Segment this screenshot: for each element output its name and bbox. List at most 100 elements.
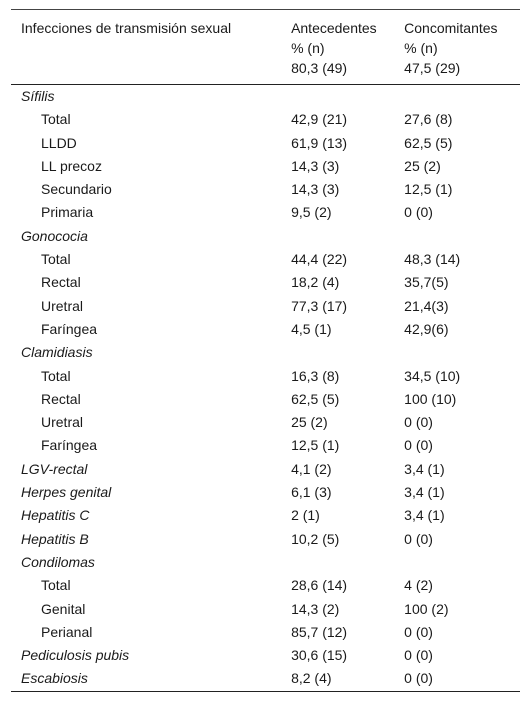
header-concomitantes-total: 47,5 (29) — [404, 60, 461, 76]
row-label: Rectal — [41, 390, 81, 407]
header-antecedentes-total: 80,3 (49) — [291, 60, 348, 76]
row-label: Gonococia — [21, 227, 88, 244]
table-row: Primaria 9,5 (2) 0 (0) — [11, 201, 520, 224]
table-row: Genital 14,3 (2) 100 (2) — [11, 598, 520, 621]
row-concomitantes-value: 0 (0) — [404, 437, 433, 454]
row-concomitantes-value: 0 (0) — [404, 204, 433, 221]
row-antecedentes-value: 4,5 (1) — [291, 320, 332, 337]
table-row: LL precoz 14,3 (3) 25 (2) — [11, 155, 520, 178]
row-antecedentes-value: 2 (1) — [291, 507, 320, 524]
table-row: Uretral 25 (2) 0 (0) — [11, 411, 520, 434]
row-antecedentes-value: 30,6 (15) — [291, 647, 348, 664]
header-concomitantes: Concomitantes % (n) 47,5 (29) — [404, 10, 520, 85]
row-concomitantes-value — [404, 85, 520, 109]
row-antecedentes-value — [291, 85, 404, 109]
table-row: Total 28,6 (14) 4 (2) — [11, 574, 520, 597]
row-antecedentes-value: 10,2 (5) — [291, 530, 340, 547]
row-label: Secundario — [41, 181, 112, 198]
row-antecedentes-value: 18,2 (4) — [291, 274, 340, 291]
row-label: Primaria — [41, 204, 94, 221]
row-concomitantes-value: 0 (0) — [404, 414, 433, 431]
row-label: Herpes genital — [21, 484, 112, 501]
row-concomitantes-value: 48,3 (14) — [404, 251, 461, 268]
row-label: Uretral — [41, 297, 84, 314]
table-row: Escabiosis 8,2 (4) 0 (0) — [11, 667, 520, 692]
row-label: LLDD — [41, 134, 77, 151]
table-row: LGV-rectal 4,1 (2) 3,4 (1) — [11, 458, 520, 481]
row-concomitantes-value: 100 (10) — [404, 390, 457, 407]
table-row: Total 42,9 (21) 27,6 (8) — [11, 108, 520, 131]
table-header: Infecciones de transmisión sexual Antece… — [11, 10, 520, 85]
row-antecedentes-value: 4,1 (2) — [291, 460, 332, 477]
row-label: Total — [41, 577, 71, 594]
row-concomitantes-value: 0 (0) — [404, 623, 433, 640]
row-label: Escabiosis — [11, 667, 292, 692]
row-antecedentes-value: 14,3 (3) — [291, 181, 340, 198]
row-label: Pediculosis pubis — [21, 647, 130, 664]
row-concomitantes-value: 0 (0) — [404, 530, 433, 547]
row-label: Hepatitis C — [21, 507, 90, 524]
row-concomitantes-value: 21,4(3) — [404, 297, 449, 314]
table-row: Total 44,4 (22) 48,3 (14) — [11, 248, 520, 271]
table-row: Condilomas — [11, 551, 520, 574]
sti-table: Infecciones de transmisión sexual Antece… — [11, 9, 520, 692]
row-concomitantes-value: 3,4 (1) — [404, 484, 445, 501]
row-antecedentes-value: 77,3 (17) — [291, 297, 348, 314]
table-row: Rectal 18,2 (4) 35,7(5) — [11, 271, 520, 294]
row-antecedentes-value: 42,9 (21) — [291, 111, 348, 128]
header-concomitantes-unit: % (n) — [404, 40, 438, 56]
table-row: Pediculosis pubis 30,6 (15) 0 (0) — [11, 644, 520, 667]
table-row: Total 16,3 (8) 34,5 (10) — [11, 365, 520, 388]
row-concomitantes-value: 4 (2) — [404, 577, 433, 594]
table-row: Perianal 85,7 (12) 0 (0) — [11, 621, 520, 644]
row-concomitantes-value — [404, 341, 520, 364]
table-row: Herpes genital 6,1 (3) 3,4 (1) — [11, 481, 520, 504]
row-concomitantes-value: 0 (0) — [404, 667, 520, 692]
table-row: Secundario 14,3 (3) 12,5 (1) — [11, 178, 520, 201]
row-concomitantes-value — [404, 551, 520, 574]
row-label: LGV-rectal — [21, 460, 88, 477]
row-concomitantes-value — [404, 225, 520, 248]
table-row: Faríngea 12,5 (1) 0 (0) — [11, 434, 520, 457]
row-concomitantes-value: 3,4 (1) — [404, 507, 445, 524]
table-row: Clamidiasis — [11, 341, 520, 364]
row-antecedentes-value: 25 (2) — [291, 414, 328, 431]
table-row: Sífilis — [11, 85, 520, 109]
row-antecedentes-value: 9,5 (2) — [291, 204, 332, 221]
table-row: Hepatitis B 10,2 (5) 0 (0) — [11, 528, 520, 551]
row-label: Uretral — [41, 414, 84, 431]
row-label: Genital — [41, 600, 86, 617]
table-row: Gonococia — [11, 225, 520, 248]
row-label: Sífilis — [21, 88, 55, 104]
row-label: Total — [41, 111, 71, 128]
row-label: Total — [41, 367, 71, 384]
row-antecedentes-value — [291, 551, 404, 574]
header-concomitantes-title: Concomitantes — [404, 20, 498, 36]
row-concomitantes-value: 0 (0) — [404, 647, 433, 664]
row-antecedentes-value: 16,3 (8) — [291, 367, 340, 384]
table-body: Sífilis Total 42,9 (21) 27,6 (8) LLDD 61,9 (1… — [11, 85, 520, 692]
table-row: Hepatitis C 2 (1) 3,4 (1) — [11, 504, 520, 527]
row-antecedentes-value: 85,7 (12) — [291, 623, 348, 640]
row-label: LL precoz — [41, 157, 102, 174]
header-antecedentes-unit: % (n) — [291, 40, 325, 56]
row-concomitantes-value: 3,4 (1) — [404, 460, 445, 477]
row-concomitantes-value: 100 (2) — [404, 600, 449, 617]
row-antecedentes-value: 8,2 (4) — [291, 667, 405, 692]
row-label: Condilomas — [21, 553, 95, 570]
row-concomitantes-value: 12,5 (1) — [404, 181, 453, 198]
row-antecedentes-value: 62,5 (5) — [291, 390, 340, 407]
row-concomitantes-value: 35,7(5) — [404, 274, 449, 291]
row-antecedentes-value: 12,5 (1) — [291, 437, 340, 454]
row-antecedentes-value — [291, 341, 404, 364]
row-concomitantes-value: 27,6 (8) — [404, 111, 453, 128]
row-concomitantes-value: 62,5 (5) — [404, 134, 453, 151]
header-infections: Infecciones de transmisión sexual — [11, 10, 291, 85]
row-antecedentes-value — [291, 225, 404, 248]
row-label: Hepatitis B — [21, 530, 89, 547]
row-label: Total — [41, 251, 71, 268]
row-label: Faríngea — [41, 437, 98, 454]
row-concomitantes-value: 34,5 (10) — [404, 367, 461, 384]
row-antecedentes-value: 14,3 (2) — [291, 600, 340, 617]
